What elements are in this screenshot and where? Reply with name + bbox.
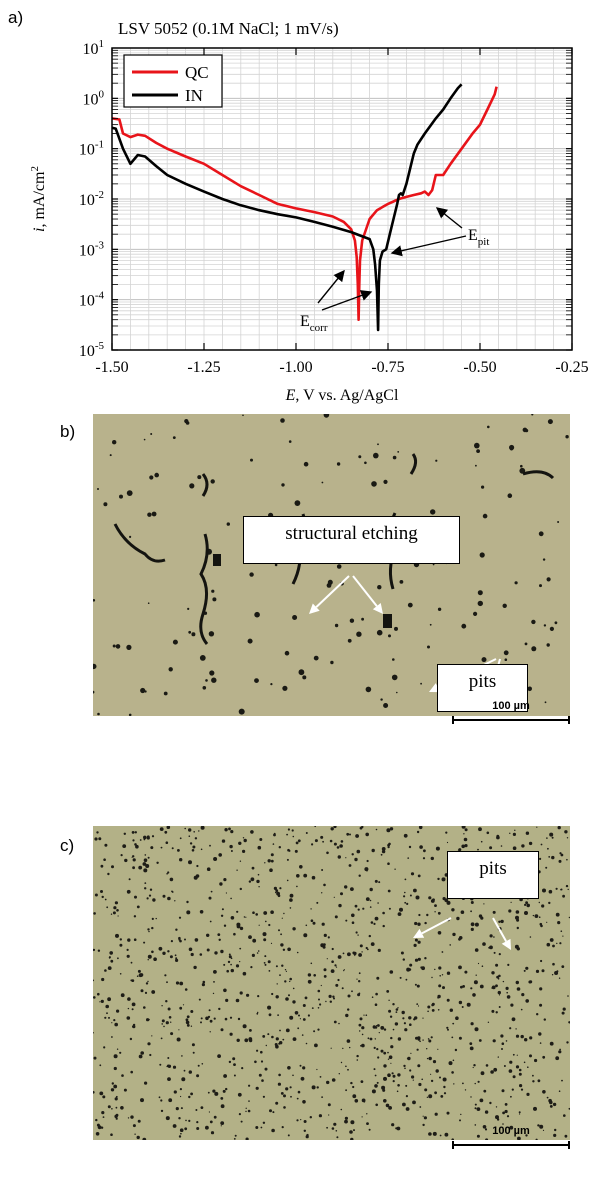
y-tick-label: 101 [83, 38, 105, 58]
x-tick-label: -1.50 [95, 359, 128, 376]
y-tick-label: 100 [83, 88, 105, 108]
lsv-chart: -1.50 -1.25 -1.00 -0.75 -0.50 -0.25 10-5 10-4 10… [29, 19, 589, 404]
x-tick-label: -0.50 [463, 359, 496, 376]
y-tick-label: 10-3 [79, 239, 105, 259]
epit-arrow [390, 235, 467, 257]
series-in-line [111, 83, 463, 332]
panel-label-a: a) [8, 8, 24, 27]
panel-label-c: c) [60, 836, 75, 855]
chart-title: LSV 5052 (0.1M NaCl; 1 mV/s) [118, 19, 339, 38]
y-tick-label: 10-5 [79, 340, 105, 360]
y-tick-label: 10-2 [79, 189, 104, 209]
ecorr-arrow [321, 290, 373, 311]
series-qc-line [111, 86, 498, 321]
chart-labels: -1.50 -1.25 -1.00 -0.75 -0.50 -0.25 10-5 10-4 10… [29, 38, 589, 404]
scale-bar-b: 100 µm [452, 700, 570, 724]
pits-label-b: pits [437, 664, 528, 712]
chart-series-layer [111, 83, 498, 332]
scale-bar-c-text: 100 µm [492, 1125, 530, 1137]
chart-grid [111, 48, 573, 351]
legend-label-in: IN [185, 86, 203, 105]
x-tick-label: -1.00 [279, 359, 312, 376]
x-axis-label: E, V vs. Ag/AgCl [285, 387, 399, 404]
ecorr-arrow [317, 269, 345, 304]
annotation-corr: Ecorr [300, 313, 328, 334]
x-tick-label: -1.25 [187, 359, 220, 376]
y-tick-label: 10-4 [79, 290, 105, 310]
legend-label-qc: QC [185, 63, 209, 82]
x-tick-label: -0.75 [371, 359, 404, 376]
y-tick-label: 10-1 [79, 139, 104, 159]
structural-etching-label: structural etching [243, 516, 460, 564]
epit-arrow [435, 207, 463, 229]
chart-annotations: Epit Ecorr [300, 207, 489, 334]
panel-label-b: b) [60, 422, 76, 441]
y-axis-label: i, mA/cm2 [29, 166, 48, 232]
chart-legend: QC IN [123, 54, 223, 108]
x-tick-label: -0.25 [555, 359, 588, 376]
scale-bar-b-text: 100 µm [492, 700, 530, 712]
micrograph-c [93, 826, 570, 1140]
annotation-pit: Epit [468, 227, 489, 248]
scale-bar-c: 100 µm [452, 1125, 570, 1149]
chart-ticks [111, 48, 573, 351]
pits-label-c: pits [447, 851, 539, 899]
